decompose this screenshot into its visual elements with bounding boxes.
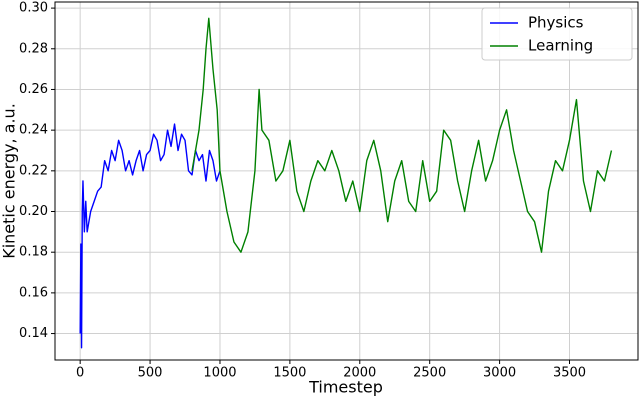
plot-frame [54,1,639,361]
y-tick-label: 0.22 [19,163,48,178]
series-line [191,17,613,253]
x-tick-label: 2500 [413,366,446,381]
legend-box [481,7,633,61]
y-tick-label: 0.30 [19,1,48,16]
x-tick-label: 500 [138,366,163,381]
y-tick-label: 0.14 [19,326,48,341]
x-tick-label: 3000 [483,366,516,381]
y-tick-label: 0.26 [19,82,48,97]
x-axis-label: Timestep [308,378,383,397]
legend-label: Learning [528,37,593,55]
legend-label: Physics [528,14,584,32]
x-tick-label: 1000 [203,366,236,381]
x-tick-label: 2000 [343,366,376,381]
y-axis-label: Kinetic energy, a.u. [0,103,19,259]
y-tick-label: 0.20 [19,204,48,219]
y-tick-label: 0.24 [19,123,48,138]
y-tick-label: 0.18 [19,245,48,260]
x-tick-label: 0 [76,366,84,381]
x-tick-label: 1500 [273,366,306,381]
y-tick-label: 0.28 [19,41,48,56]
x-tick-label: 3500 [553,366,586,381]
y-tick-label: 0.16 [19,285,48,300]
